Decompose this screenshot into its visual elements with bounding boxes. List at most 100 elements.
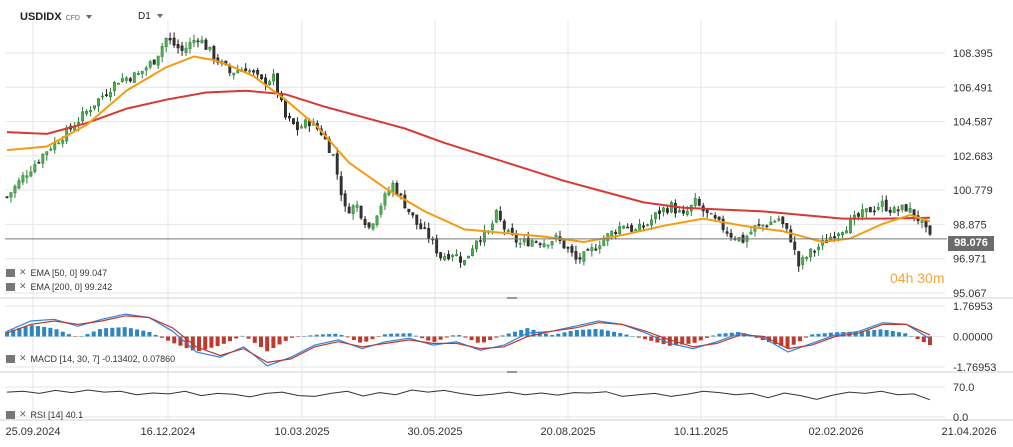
candle-body	[654, 212, 657, 220]
candle-body	[594, 248, 598, 251]
macd-histogram-bar	[11, 329, 16, 337]
candle-body	[403, 194, 407, 209]
price-tick-label: 102.683	[953, 151, 993, 163]
close-icon[interactable]: ✕	[19, 281, 27, 291]
candle-body	[371, 223, 375, 230]
candle-body	[642, 225, 646, 228]
candle-body	[152, 59, 156, 65]
candle-body	[506, 230, 510, 232]
macd-histogram-bar	[624, 334, 629, 337]
macd-histogram-bar	[717, 333, 722, 337]
legend-ema50[interactable]: ✕ EMA [50, 0] 99.047	[6, 267, 107, 278]
candle-body	[817, 246, 821, 251]
close-icon[interactable]: ✕	[19, 267, 27, 277]
candle-body	[108, 92, 112, 98]
symbol-selector[interactable]: USDIDX CFD	[20, 11, 92, 23]
candle-body	[900, 204, 904, 210]
candle-body	[478, 240, 482, 242]
macd-histogram-bar	[525, 328, 530, 337]
candle-body	[252, 70, 256, 73]
candle-body	[200, 39, 204, 43]
indicator-settings-icon[interactable]	[6, 282, 15, 291]
candle-body	[868, 207, 872, 213]
candle-body	[498, 211, 502, 221]
macd-histogram-bar	[810, 334, 815, 337]
candle-body	[57, 142, 61, 145]
candle-body	[797, 251, 801, 267]
macd-histogram-bar	[395, 333, 400, 337]
time-tick-label: 30.05.2025	[407, 426, 462, 438]
macd-histogram-bar	[562, 332, 567, 337]
macd-histogram-bar	[203, 336, 208, 350]
macd-histogram-bar	[221, 336, 226, 344]
macd-histogram-bar	[680, 336, 685, 345]
macd-histogram-bar	[909, 335, 914, 337]
macd-histogram-bar	[816, 333, 821, 337]
candle-body	[805, 257, 809, 259]
candle-body	[256, 69, 260, 75]
macd-histogram-bar	[302, 336, 307, 337]
close-icon[interactable]: ✕	[19, 409, 27, 419]
legend-macd[interactable]: ✕ MACD [14, 30, 7] -0.13402, 0.07860	[6, 353, 175, 364]
indicator-settings-icon[interactable]	[6, 268, 15, 277]
indicator-settings-icon[interactable]	[6, 354, 15, 363]
candle-body	[789, 229, 793, 243]
candle-body	[180, 45, 184, 51]
macd-histogram-bar	[599, 329, 604, 337]
candle-body	[435, 237, 439, 254]
candle-body	[845, 230, 848, 234]
candle-body	[335, 153, 339, 175]
candle-body	[598, 245, 602, 249]
macd-histogram-bar	[42, 326, 47, 337]
candle-body	[494, 210, 498, 223]
rsi-tick-label: 70.0	[953, 382, 974, 394]
macd-histogram-bar	[754, 336, 759, 338]
macd-histogram-bar	[364, 336, 369, 342]
macd-histogram-bar	[389, 333, 394, 337]
candle-body	[443, 256, 447, 261]
chevron-down-icon	[85, 15, 92, 20]
candle-body	[276, 73, 279, 94]
macd-histogram-bar	[481, 336, 486, 343]
candle-body	[144, 67, 148, 71]
candle-body	[582, 251, 586, 262]
macd-histogram-bar	[252, 336, 257, 343]
candle-body	[570, 245, 574, 253]
macd-histogram-bar	[327, 334, 332, 337]
legend-rsi[interactable]: ✕ RSI [14] 40.1	[6, 409, 83, 420]
macd-histogram-bar	[630, 336, 635, 337]
candle-body	[128, 78, 132, 82]
macd-histogram-bar	[345, 336, 350, 338]
legend-ema200[interactable]: ✕ EMA [200, 0] 99.242	[6, 281, 112, 292]
macd-histogram-bar	[866, 330, 871, 337]
macd-histogram-bar	[674, 336, 679, 346]
macd-histogram-bar	[872, 330, 877, 337]
macd-histogram-bar	[172, 336, 177, 344]
candle-body	[518, 242, 522, 245]
macd-histogram-bar	[97, 329, 102, 337]
candle-body	[232, 72, 236, 76]
time-tick-label: 16.12.2024	[140, 426, 195, 438]
candle-body	[168, 37, 172, 41]
candle-body	[769, 221, 773, 226]
timeframe-label: D1	[138, 11, 151, 22]
candle-body	[375, 215, 379, 225]
macd-histogram-bar	[104, 328, 109, 337]
price-tick-label: 100.779	[953, 185, 993, 197]
candle-body	[164, 37, 168, 47]
candle-body	[526, 237, 530, 247]
indicator-settings-icon[interactable]	[6, 410, 15, 419]
macd-histogram-bar	[426, 336, 431, 341]
candle-body	[749, 231, 753, 235]
candle-body	[626, 226, 630, 229]
candle-body	[681, 210, 685, 214]
timeframe-selector[interactable]: D1	[138, 11, 163, 22]
close-icon[interactable]: ✕	[19, 353, 27, 363]
candle-body	[363, 218, 367, 226]
macd-histogram-bar	[859, 331, 864, 337]
macd-histogram-bar	[166, 336, 171, 341]
candle-body	[196, 40, 200, 43]
macd-histogram-bar	[240, 335, 245, 337]
candle-body	[439, 252, 443, 259]
